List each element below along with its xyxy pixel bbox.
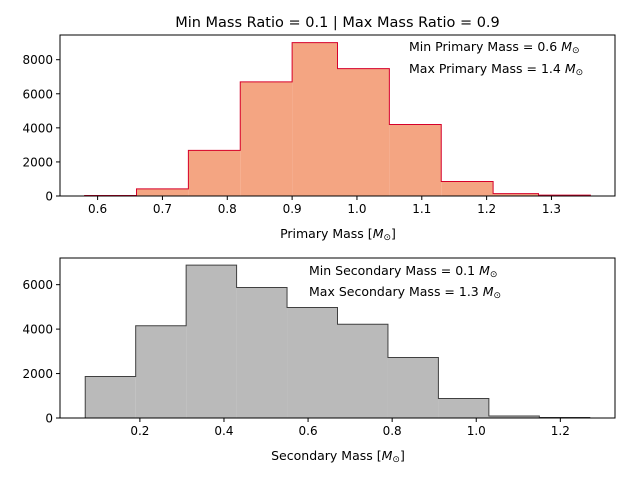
primary-mass-axes-frame (59, 34, 616, 197)
primary-mass-y-ticks: 0 2000 4000 6000 8000 (22, 53, 60, 204)
secondary-mass-y-tick-label: 0 (45, 412, 53, 426)
secondary-mass-bars (84, 264, 591, 419)
primary-mass-x-axis-label: Primary Mass [M⊙] (280, 226, 396, 243)
primary-mass-y-tick-label: 8000 (22, 53, 53, 67)
chart-title: Min Mass Ratio = 0.1 | Max Mass Ratio = … (175, 15, 500, 31)
secondary-mass-x-tick-label: 0.6 (299, 424, 318, 438)
primary-mass-bar-8 (493, 193, 539, 196)
secondary-mass-bar-0 (85, 376, 136, 418)
secondary-mass-bar-5 (337, 324, 388, 418)
secondary-mass-histogram: 0.2 0.4 0.6 0.8 1.0 1.2 0 2000 4000 6000 Seconda… (22, 257, 616, 465)
annotation-min-primary-mass: Min Primary Mass = 0.6 M⊙ (409, 39, 580, 56)
primary-mass-bar-6 (389, 124, 442, 196)
primary-mass-bars (84, 42, 591, 196)
secondary-mass-axes-frame (59, 257, 616, 419)
annotation-max-primary-mass: Max Primary Mass = 1.4 M⊙ (409, 61, 583, 78)
primary-mass-bar-1 (136, 188, 189, 196)
secondary-mass-bar-2 (186, 265, 237, 418)
primary-mass-y-tick-label: 6000 (22, 87, 53, 101)
secondary-mass-x-ticks: 0.2 0.4 0.6 0.8 1.0 1.2 (130, 418, 570, 438)
primary-mass-x-tick-label: 0.8 (218, 202, 237, 216)
primary-mass-bar-5 (337, 68, 390, 196)
secondary-mass-y-tick-label: 2000 (22, 367, 53, 381)
annotation-max-secondary-mass: Max Secondary Mass = 1.3 M⊙ (309, 284, 501, 301)
secondary-mass-y-ticks: 0 2000 4000 6000 (22, 278, 60, 426)
primary-mass-y-tick-label: 4000 (22, 121, 53, 135)
secondary-mass-bar-3 (236, 287, 288, 418)
secondary-mass-x-tick-label: 0.2 (130, 424, 149, 438)
secondary-mass-x-axis-label: Secondary Mass [M⊙] (271, 448, 405, 465)
secondary-mass-x-tick-label: 0.8 (383, 424, 402, 438)
primary-mass-y-tick-label: 2000 (22, 155, 53, 169)
secondary-mass-bar-4 (287, 307, 338, 418)
primary-mass-x-ticks: 0.6 0.7 0.8 0.9 1.0 1.1 1.2 1.3 (88, 196, 561, 216)
primary-mass-bar-7 (441, 181, 494, 196)
primary-mass-x-tick-label: 1.1 (412, 202, 431, 216)
primary-mass-x-tick-label: 0.7 (153, 202, 172, 216)
secondary-mass-x-tick-label: 0.4 (214, 424, 233, 438)
secondary-mass-bar-8 (488, 416, 540, 418)
secondary-mass-y-tick-label: 6000 (22, 278, 53, 292)
primary-mass-bar-2 (188, 150, 241, 196)
primary-mass-x-tick-label: 1.3 (542, 202, 561, 216)
primary-mass-bar-3 (240, 81, 293, 196)
secondary-mass-bar-7 (438, 398, 489, 418)
primary-mass-x-tick-label: 1.0 (347, 202, 366, 216)
primary-mass-histogram: Min Mass Ratio = 0.1 | Max Mass Ratio = … (22, 15, 616, 243)
secondary-mass-x-tick-label: 1.2 (551, 424, 570, 438)
secondary-mass-bar-1 (135, 325, 187, 418)
secondary-mass-step-outline (84, 264, 591, 419)
primary-mass-x-tick-label: 0.9 (283, 202, 302, 216)
primary-mass-y-tick-label: 0 (45, 190, 53, 204)
primary-mass-bar-4 (292, 42, 338, 196)
primary-mass-x-tick-label: 1.2 (477, 202, 496, 216)
secondary-mass-bar-6 (387, 357, 439, 418)
primary-mass-x-tick-label: 0.6 (88, 202, 107, 216)
secondary-mass-y-tick-label: 4000 (22, 323, 53, 337)
secondary-mass-x-tick-label: 1.0 (467, 424, 486, 438)
annotation-min-secondary-mass: Min Secondary Mass = 0.1 M⊙ (309, 263, 497, 280)
primary-mass-step-outline (84, 42, 591, 196)
